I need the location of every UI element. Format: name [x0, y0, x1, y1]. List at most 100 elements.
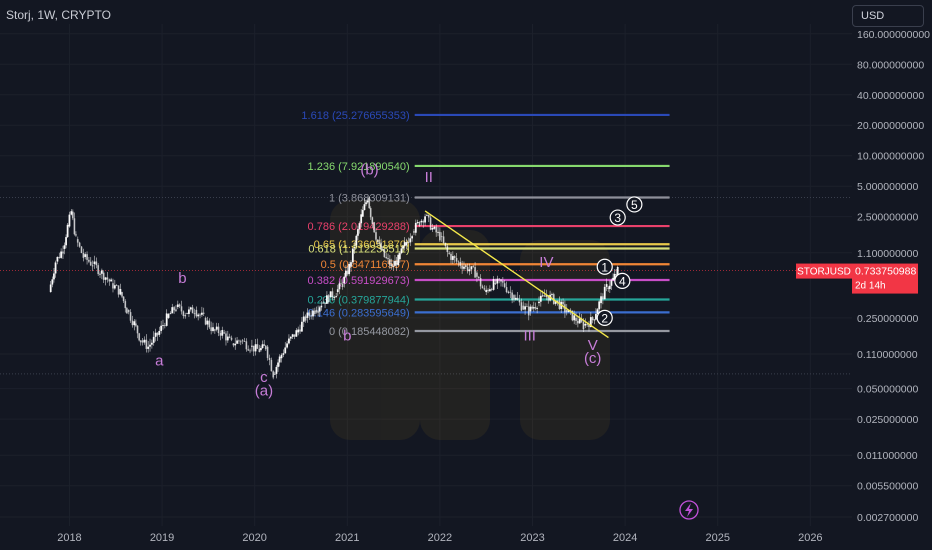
candle-body	[586, 323, 589, 325]
wave-label: a	[155, 352, 164, 369]
candle-body	[513, 295, 515, 300]
candle-body	[429, 217, 432, 230]
time-axis[interactable]: 2018 2019 2020 2021 2022 2023 2024 2025 2026	[0, 526, 852, 550]
candle-body	[615, 273, 618, 275]
candle-body	[250, 345, 253, 347]
candle-body	[82, 252, 85, 258]
candle-body	[76, 239, 79, 243]
candle-body	[102, 272, 105, 280]
candle-body	[479, 277, 482, 287]
candle-body	[272, 371, 275, 378]
wave-label: b	[178, 270, 186, 287]
candle-body	[131, 320, 134, 326]
candle-body	[270, 359, 273, 372]
candle-body	[327, 295, 330, 303]
candle-body	[451, 256, 454, 260]
candle-body	[139, 340, 142, 343]
candle-body	[277, 362, 279, 367]
candle-body	[135, 323, 137, 326]
candle-body	[558, 300, 561, 309]
candle-body	[605, 284, 608, 287]
candle-body	[466, 266, 469, 272]
candle-body	[326, 295, 328, 304]
candle-body	[51, 279, 54, 285]
price-tag-value: 0.733750988	[855, 266, 916, 278]
wave-label: c	[260, 369, 268, 386]
candle-body	[273, 373, 276, 375]
candle-body	[511, 292, 514, 301]
candle-body	[88, 259, 90, 262]
candle-body	[422, 220, 425, 223]
candle-body	[459, 261, 462, 266]
candle-body	[304, 316, 307, 321]
candle-body	[119, 288, 122, 295]
candle-body	[338, 283, 341, 290]
candle-body	[534, 307, 537, 309]
candle-body	[414, 222, 417, 233]
candle-body	[188, 309, 190, 314]
circled-wave-label: 2	[601, 311, 608, 325]
candle-body	[608, 285, 611, 290]
candle-body	[365, 202, 367, 205]
candle-body	[490, 289, 493, 290]
candle-body	[124, 301, 127, 309]
candle-body	[226, 336, 229, 341]
circled-wave-marker	[609, 209, 626, 226]
candle-body	[197, 314, 200, 317]
candle-body	[297, 329, 300, 333]
candle-body	[595, 313, 597, 320]
price-tag-box	[852, 263, 918, 294]
candle-body	[236, 340, 238, 344]
candle-body	[133, 321, 136, 326]
candle-body	[388, 259, 391, 266]
wave-label: (c)	[584, 350, 602, 367]
candle-body	[230, 337, 233, 340]
candle-body	[509, 291, 512, 293]
candle-body	[193, 313, 196, 315]
candle-body	[402, 246, 404, 249]
candle-body	[598, 301, 601, 310]
candle-body	[498, 278, 501, 280]
candle-body	[129, 312, 132, 321]
candle-body	[263, 344, 266, 346]
candle-body	[195, 309, 198, 317]
candle-body	[343, 276, 346, 284]
candle-body	[524, 306, 526, 310]
price-series	[49, 196, 619, 380]
candle-body	[591, 317, 594, 321]
candle-body	[141, 340, 144, 343]
candle-body	[612, 277, 614, 281]
currency-selector[interactable]: USD	[852, 5, 924, 27]
last-price-tag: STORJUSD 0.733750988 2d 14h	[796, 263, 918, 294]
lightning-icon[interactable]	[679, 500, 699, 520]
candle-body	[340, 283, 342, 285]
candle-body	[302, 316, 305, 322]
candle-body	[468, 269, 471, 272]
candle-body	[529, 306, 532, 312]
fibonacci-retracement[interactable]: 1.618 (25.276655353) 1.236 (7.921890540) 1…	[301, 110, 670, 338]
candle-body	[178, 304, 181, 307]
candle-body	[346, 270, 349, 275]
circled-wave-label: 5	[631, 198, 638, 212]
candle-body	[217, 326, 220, 334]
candle-body	[398, 253, 401, 260]
candle-body	[470, 266, 473, 270]
circled-wave-marker	[614, 272, 631, 290]
candle-body	[91, 265, 94, 267]
candle-body	[464, 265, 467, 267]
candle-body	[505, 287, 508, 293]
circled-wave-label: 1	[601, 260, 608, 274]
candle-body	[97, 265, 100, 275]
candle-body	[301, 321, 303, 332]
fib-level-label: 0.236 (0.379877944)	[308, 295, 410, 307]
candle-body	[280, 354, 283, 359]
trendline[interactable]	[424, 210, 609, 339]
candle-body	[409, 238, 412, 243]
candle-body	[86, 254, 88, 260]
candle-body	[520, 302, 523, 311]
candle-body	[213, 329, 216, 331]
fib-level-label: 0.382 (0.591929673)	[308, 275, 410, 287]
candle-body	[554, 300, 557, 304]
time-tick-label: 2023	[520, 532, 544, 544]
